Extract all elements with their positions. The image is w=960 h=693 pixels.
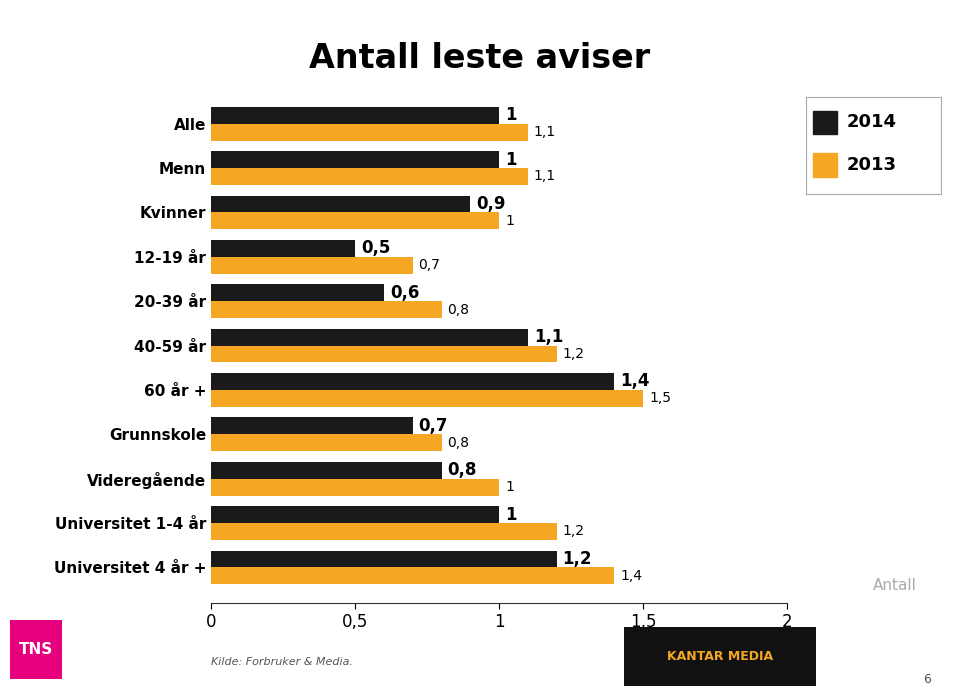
Bar xyxy=(211,168,528,185)
Text: 0,8: 0,8 xyxy=(447,436,469,450)
Text: Kilde: Forbruker & Media.: Kilde: Forbruker & Media. xyxy=(211,657,353,667)
Bar xyxy=(211,568,614,584)
Bar xyxy=(211,523,557,540)
Text: 1,5: 1,5 xyxy=(649,392,671,405)
Text: TNS: TNS xyxy=(19,642,53,657)
Bar xyxy=(211,123,528,141)
Text: 1,2: 1,2 xyxy=(563,550,592,568)
Bar xyxy=(211,462,442,479)
Bar xyxy=(211,301,442,318)
Bar xyxy=(211,107,499,123)
Bar xyxy=(211,390,643,407)
Text: 1: 1 xyxy=(505,214,514,228)
Bar xyxy=(211,195,470,212)
Text: 1,4: 1,4 xyxy=(620,569,642,583)
Text: 0,5: 0,5 xyxy=(361,239,391,257)
Bar xyxy=(211,212,499,229)
Bar xyxy=(211,284,384,301)
Text: Antall: Antall xyxy=(873,577,917,593)
Bar xyxy=(211,435,442,451)
Text: 0,7: 0,7 xyxy=(419,417,448,435)
Text: 2014: 2014 xyxy=(847,113,897,131)
Bar xyxy=(211,506,499,523)
Bar xyxy=(211,550,557,568)
Text: 1: 1 xyxy=(505,106,516,124)
Text: 1,2: 1,2 xyxy=(563,347,585,361)
Text: 0,8: 0,8 xyxy=(447,303,469,317)
Text: 1,4: 1,4 xyxy=(620,372,650,390)
Text: 1,1: 1,1 xyxy=(534,328,564,346)
Bar xyxy=(211,346,557,362)
Text: 6: 6 xyxy=(924,673,931,686)
Text: KANTAR MEDIA: KANTAR MEDIA xyxy=(667,650,773,663)
Bar xyxy=(211,328,528,346)
Bar xyxy=(813,153,837,177)
Text: 1,1: 1,1 xyxy=(534,170,556,184)
Bar xyxy=(211,479,499,495)
Text: 1: 1 xyxy=(505,150,516,168)
Bar xyxy=(211,417,413,435)
Bar xyxy=(813,111,837,134)
Text: 1,1: 1,1 xyxy=(534,125,556,139)
Bar xyxy=(211,151,499,168)
Text: 0,7: 0,7 xyxy=(419,258,441,272)
Bar xyxy=(211,373,614,390)
Text: 1: 1 xyxy=(505,480,514,494)
Bar xyxy=(211,257,413,274)
Text: 0,6: 0,6 xyxy=(390,283,420,301)
Text: 1: 1 xyxy=(505,506,516,524)
Text: 0,8: 0,8 xyxy=(447,462,477,480)
Bar xyxy=(211,240,355,257)
Text: Antall leste aviser: Antall leste aviser xyxy=(309,42,651,75)
Text: 2013: 2013 xyxy=(847,156,897,174)
Text: 0,9: 0,9 xyxy=(476,195,506,213)
Text: 1,2: 1,2 xyxy=(563,525,585,538)
